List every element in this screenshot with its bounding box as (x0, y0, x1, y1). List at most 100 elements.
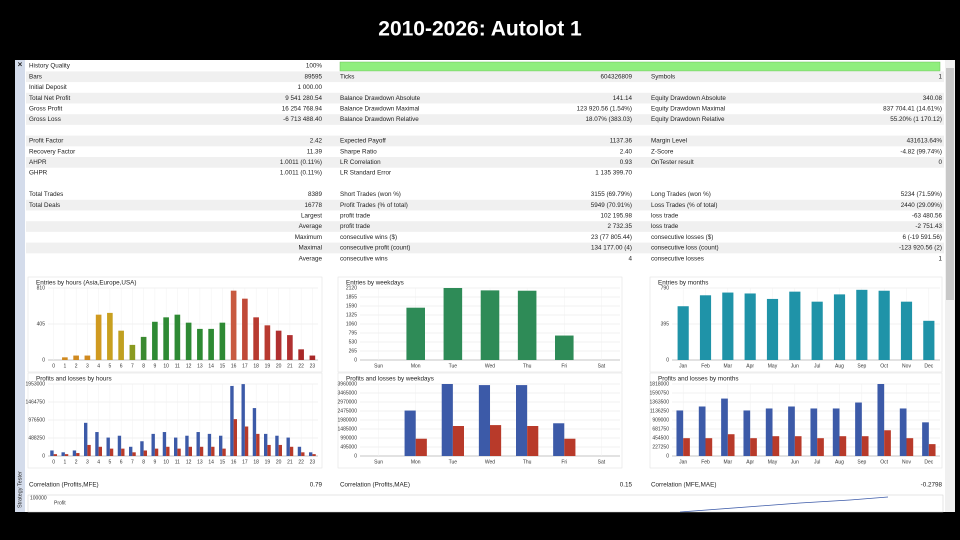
bar (698, 406, 706, 456)
bar (53, 454, 57, 456)
bottom-title: Profit (54, 500, 66, 506)
x-tick-label: 7 (131, 363, 134, 369)
y-tick-label: 1464750 (26, 399, 46, 405)
scroll-thumb[interactable] (946, 68, 954, 300)
x-tick-label: 9 (153, 459, 156, 465)
close-button[interactable]: × (18, 60, 23, 69)
bar (877, 384, 885, 456)
y-tick-label: 488250 (28, 435, 45, 441)
correlation-label: Correlation (MFE,MAE) (651, 482, 716, 489)
x-tick-label: 18 (253, 459, 259, 465)
x-tick-label: Oct (880, 459, 888, 465)
x-tick-label: Dec (924, 363, 933, 369)
x-tick-label: Dec (924, 459, 933, 465)
x-tick-label: 20 (276, 459, 282, 465)
y-tick-label: 790 (661, 285, 670, 291)
x-tick-label: 22 (298, 459, 304, 465)
x-tick-label: 11 (175, 459, 180, 465)
stat-label: consecutive loss (count) (651, 245, 719, 252)
bar (297, 446, 302, 456)
x-tick-label: Apr (746, 459, 754, 465)
x-tick-label: May (768, 363, 778, 369)
row-bg (26, 114, 944, 125)
bar (219, 435, 223, 456)
x-tick-label: 15 (220, 459, 226, 465)
chart-title: Profits and losses by hours (36, 376, 112, 383)
x-tick-label: 3 (86, 363, 89, 369)
x-tick-label: 4 (97, 363, 100, 369)
bar (884, 430, 891, 456)
y-tick-label: 2475000 (338, 408, 358, 414)
stat-value: 2.42 (310, 138, 323, 145)
y-tick-label: 1980000 (338, 417, 358, 423)
charts: Entries by hours (Asia,Europe,USA)040581… (26, 276, 943, 469)
bar (109, 448, 114, 456)
stat-value: 1 (938, 73, 942, 80)
x-tick-label: 3 (86, 459, 89, 465)
y-tick-label: 1325 (346, 312, 357, 318)
bar (188, 446, 192, 456)
stat-value: 16 254 768.94 (282, 105, 323, 112)
y-tick-label: 810 (37, 285, 46, 291)
x-tick-label: Nov (902, 459, 911, 465)
bar (727, 434, 735, 456)
stat-value: 134 177.00 (4) (591, 245, 632, 252)
bar (480, 290, 500, 360)
x-tick-label: Sep (857, 459, 866, 465)
correlation-value: 0.79 (310, 482, 323, 489)
stat-label: Symbols (651, 73, 675, 80)
bar (744, 293, 756, 360)
bar (84, 422, 88, 456)
bar (252, 408, 257, 456)
x-tick-label: 19 (265, 363, 271, 369)
bar (152, 321, 158, 360)
x-tick-label: 2 (75, 363, 78, 369)
y-tick-label: 1363500 (650, 399, 670, 405)
chart-title: Profits and losses by weekdays (346, 376, 434, 383)
bar (140, 336, 147, 360)
bar (151, 433, 155, 456)
x-tick-label: 14 (208, 459, 214, 465)
x-tick-label: 17 (242, 363, 248, 369)
bar (452, 426, 464, 456)
stat-value: 1137.36 (610, 138, 633, 145)
x-tick-label: 4 (97, 459, 100, 465)
bar (699, 295, 712, 360)
y-tick-label: 2120 (346, 285, 357, 291)
bar (197, 328, 203, 360)
x-tick-label: Thu (523, 459, 532, 465)
stat-label: LR Standard Error (340, 170, 391, 177)
bar (516, 385, 528, 456)
stat-value: -2 751.43 (915, 223, 942, 230)
x-tick-label: 7 (131, 459, 134, 465)
stat-value: 340.08 (923, 95, 943, 102)
stat-label: Recovery Factor (29, 148, 75, 155)
bar (95, 314, 102, 360)
y-tick-label: 1590 (346, 303, 357, 309)
bar (794, 436, 802, 456)
bar (555, 335, 574, 360)
bar (415, 438, 427, 456)
stat-label: Sharpe Ratio (340, 148, 377, 155)
bar (676, 410, 684, 456)
bar (244, 426, 249, 456)
bottom-chart (27, 494, 944, 513)
bar (95, 432, 99, 456)
page-title: 2010-2026: Autolot 1 (378, 18, 582, 41)
bar (87, 444, 91, 456)
bar (923, 320, 935, 360)
x-tick-label: 11 (175, 363, 180, 369)
x-tick-label: Wed (485, 363, 495, 369)
x-tick-label: 0 (52, 363, 55, 369)
x-tick-label: 10 (163, 459, 169, 465)
x-tick-label: 12 (186, 363, 192, 369)
stat-value: 6 (-19 591.56) (902, 234, 942, 241)
stat-label: Total Net Profit (29, 95, 71, 102)
chart-title: Entries by hours (Asia,Europe,USA) (36, 280, 136, 287)
row-bg (26, 71, 944, 83)
stat-value: 5234 (71.59%) (901, 191, 942, 198)
x-tick-label: 6 (120, 459, 123, 465)
stat-value: Largest (301, 212, 322, 219)
bar (98, 446, 102, 456)
bar (185, 322, 192, 360)
